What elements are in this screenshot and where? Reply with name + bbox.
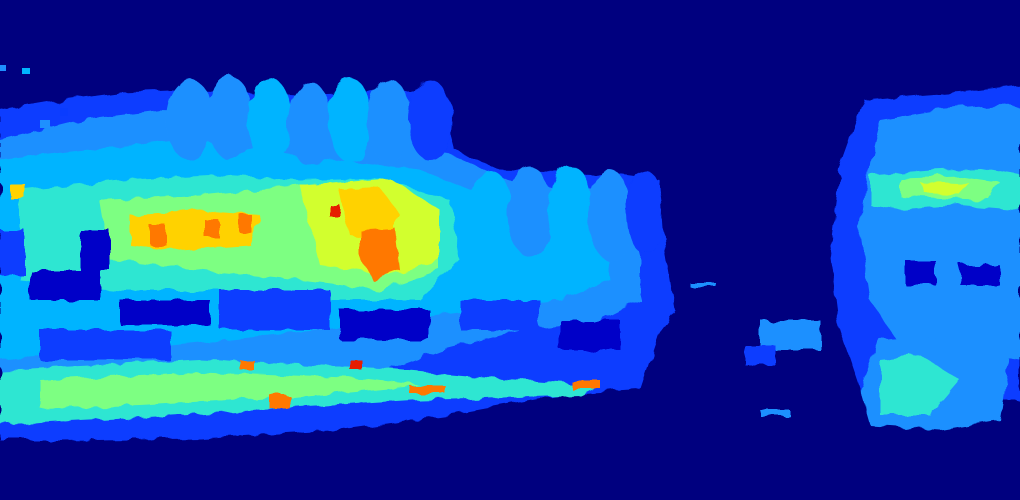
edge-noise [0,65,68,128]
low-intensity-pockets [0,230,620,360]
floor-band [0,360,600,425]
silhouette-trail [166,76,663,260]
right-heat-cluster [690,85,1020,430]
hot-core [10,175,460,300]
